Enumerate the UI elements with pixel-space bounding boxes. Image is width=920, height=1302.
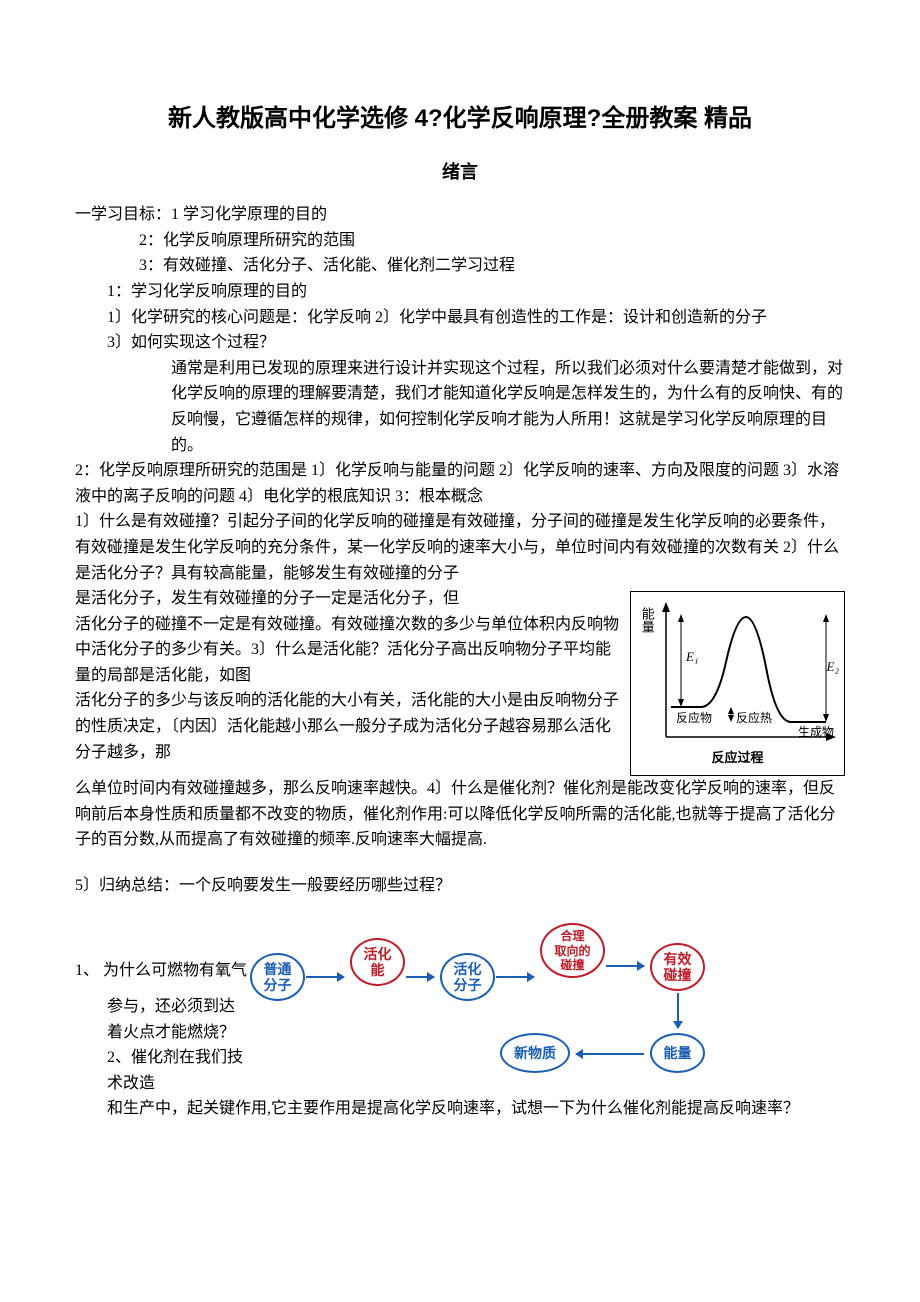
bubble-oriented-collision: 合理取向的碰撞 bbox=[540, 923, 605, 978]
fig-reactant: 反应物 bbox=[676, 709, 712, 728]
fig-xlabel: 反应过程 bbox=[631, 748, 844, 769]
section2-l3a: 是活化分子，发生有效碰撞的分子一定是活化分子，但 bbox=[75, 586, 620, 612]
section2-l3b: 活化分子的碰撞不一定是有效碰撞。有效碰撞次数的多少与单位体积内反响物中活化分子的… bbox=[75, 612, 620, 689]
fig-ylabel: 能量 bbox=[636, 607, 657, 633]
section2-l2: 1〕什么是有效碰撞？引起分子间的化学反响的碰撞是有效碰撞，分子间的碰撞是发生化学… bbox=[75, 509, 845, 586]
intro-l3: 3：有效碰撞、活化分子、活化能、催化剂二学习过程 bbox=[75, 253, 845, 279]
fig-e2: E₂ bbox=[827, 657, 839, 678]
intro-l6: 3〕如何实现这个过程？ bbox=[75, 330, 845, 356]
q1-l1: 1、 为什么可燃物有氧气 bbox=[75, 958, 250, 984]
doc-subtitle: 绪言 bbox=[75, 158, 845, 187]
flow-arrow-3 bbox=[496, 976, 534, 978]
intro-l1: 一学习目标：1 学习化学原理的目的 bbox=[75, 202, 845, 228]
bubble-active-molecule: 活化分子 bbox=[440, 953, 495, 1001]
fig-heat: 反应热 bbox=[736, 709, 772, 728]
section2-l3c: 活化分子的多少与该反响的活化能的大小有关，活化能的大小是由反响物分子的性质决定，… bbox=[75, 688, 620, 765]
flow-arrow-4 bbox=[606, 965, 644, 967]
flow-arrow-1 bbox=[306, 976, 344, 978]
energy-diagram: 能量 E₁ E₂ 反应物 反应热 生成物 反应过程 bbox=[630, 591, 845, 776]
bubble-effective-collision: 有效碰撞 bbox=[650, 943, 705, 991]
section5: 5〕归纳总结：一个反响要发生一般要经历哪些过程？ bbox=[75, 873, 845, 899]
bubble-new-substance: 新物质 bbox=[500, 1033, 570, 1073]
flow-arrow-5 bbox=[677, 993, 679, 1028]
fig-product: 生成物 bbox=[798, 723, 834, 742]
bubble-energy: 能量 bbox=[650, 1033, 705, 1073]
fig-e1: E₁ bbox=[686, 647, 698, 668]
flow-arrow-6 bbox=[576, 1053, 644, 1055]
q1-l3: 和生产中，起关键作用,它主要作用是提高化学反响速率，试想一下为什么催化剂能提高反… bbox=[75, 1096, 845, 1122]
intro-l2: 2：化学反响原理所研究的范围 bbox=[75, 228, 845, 254]
intro-l5: 1〕化学研究的核心问题是：化学反响 2〕化学中最具有创造性的工作是：设计和创造新… bbox=[75, 305, 845, 331]
intro-l7: 通常是利用已发现的原理来进行设计并实现这个过程，所以我们必须对什么要清楚才能做到… bbox=[75, 356, 845, 458]
bubble-normal-molecule: 普通分子 bbox=[250, 953, 305, 1001]
q1-l2: 参与，还必须到达着火点才能燃烧？2、催化剂在我们技术改造 bbox=[75, 994, 250, 1096]
flow-diagram: 普通分子 活化能 活化分子 合理取向的碰撞 有效碰撞 能量 新物质 bbox=[250, 923, 720, 1083]
doc-title: 新人教版高中化学选修 4?化学反响原理?全册教案 精品 bbox=[75, 100, 845, 138]
bubble-activation-energy: 活化能 bbox=[350, 938, 405, 986]
intro-l4: 1：学习化学反响原理的目的 bbox=[75, 279, 845, 305]
section2-l1: 2：化学反响原理所研究的范围是 1〕化学反响与能量的问题 2〕化学反响的速率、方… bbox=[75, 458, 845, 509]
flow-arrow-2 bbox=[406, 976, 434, 978]
section2-l4: 么单位时间内有效碰撞越多，那么反响速率越快。4〕什么是催化剂？催化剂是能改变化学… bbox=[75, 776, 845, 853]
